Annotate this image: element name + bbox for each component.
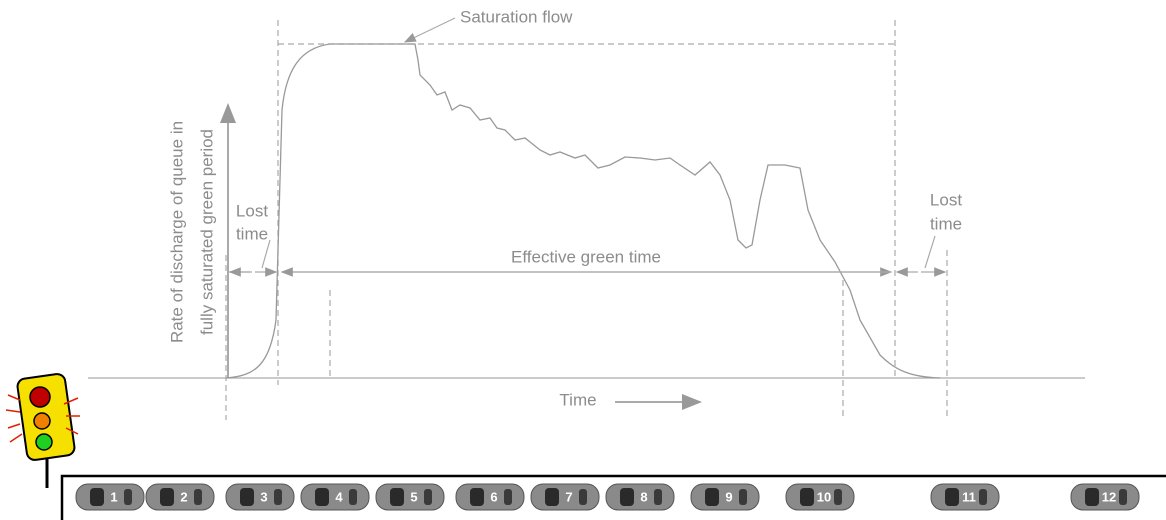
time-arrows	[228, 18, 945, 402]
car-window	[315, 488, 329, 506]
car: 10	[786, 484, 854, 510]
car-window	[545, 488, 559, 506]
lost-time-label: Lost	[930, 190, 962, 209]
car-window	[504, 489, 512, 505]
car-number: 1	[110, 489, 117, 504]
car-number: 12	[1102, 489, 1116, 504]
car: 12	[1071, 484, 1139, 510]
car-window	[424, 489, 432, 505]
car-window	[240, 488, 254, 506]
car-window	[274, 489, 282, 505]
car-window	[349, 489, 357, 505]
car-window	[620, 488, 634, 506]
car: 4	[301, 484, 369, 510]
car-number: 9	[725, 489, 732, 504]
car-number: 2	[180, 489, 187, 504]
car-window	[124, 489, 132, 505]
y-axis-label: Rate of discharge of queue in	[167, 121, 186, 343]
car: 2	[146, 484, 214, 510]
car: 3	[226, 484, 294, 510]
car-window	[979, 489, 987, 505]
car-window	[800, 488, 814, 506]
time-label: Time	[559, 390, 596, 409]
car: 6	[456, 484, 524, 510]
car-number: 5	[410, 489, 417, 504]
lost-time-label: Lost	[236, 201, 268, 220]
car-number: 11	[962, 489, 976, 504]
car-window	[470, 488, 484, 506]
car-number: 8	[640, 489, 647, 504]
car-number: 4	[335, 489, 343, 504]
car-window	[834, 489, 842, 505]
effective-green-label: Effective green time	[511, 247, 661, 266]
car-number: 6	[490, 489, 497, 504]
car: 5	[376, 484, 444, 510]
car-window	[654, 489, 662, 505]
car-window	[705, 488, 719, 506]
car-window	[160, 488, 174, 506]
diagram: Saturation flow Rate of discharge of que…	[0, 0, 1166, 520]
car-window	[390, 488, 404, 506]
y-axis-label: fully saturated green period	[197, 129, 216, 335]
car-number: 7	[565, 489, 572, 504]
car-window	[1085, 488, 1099, 506]
car-window	[194, 489, 202, 505]
car: 7	[531, 484, 599, 510]
car: 11	[931, 484, 999, 510]
lost-time-label: time	[930, 214, 962, 233]
car-window	[90, 488, 104, 506]
car-window	[1119, 489, 1127, 505]
car-number: 3	[260, 489, 267, 504]
saturation-flow-label: Saturation flow	[460, 7, 573, 26]
lost-time-label: time	[236, 224, 268, 243]
car: 9	[691, 484, 759, 510]
car-window	[945, 488, 959, 506]
car-number: 10	[817, 489, 831, 504]
guides	[226, 20, 947, 420]
traffic-light	[6, 373, 80, 488]
car-window	[579, 489, 587, 505]
discharge-curve	[226, 44, 940, 378]
car: 8	[606, 484, 674, 510]
car: 1	[76, 484, 144, 510]
car-window	[739, 489, 747, 505]
